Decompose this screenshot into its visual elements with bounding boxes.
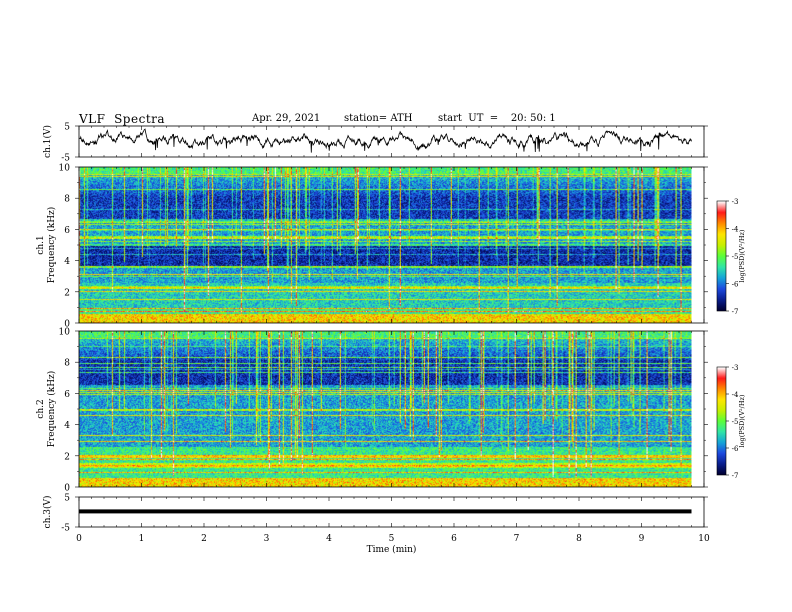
y-axis-label-line: ch.1: [36, 235, 46, 254]
colorbar-tick-label: -5: [732, 418, 739, 426]
y-tick-label: -5: [61, 154, 70, 164]
panel-ch3-waveform: 5 -5 ch.3(V): [42, 494, 708, 534]
colorbar-tick-label: -6: [732, 445, 739, 453]
colorbar-label: log(PSD)(V²/Hz): [738, 229, 746, 282]
y-tick-label: 5: [64, 123, 70, 133]
x-tick-label: 6: [451, 534, 457, 544]
y-tick-label: 6: [64, 390, 70, 400]
recording-date: Apr. 29, 2021: [252, 113, 321, 124]
x-tick-label: 2: [201, 534, 207, 544]
y-tick-label: -5: [61, 524, 70, 534]
y-tick-label: 2: [64, 288, 70, 298]
x-axis-label: Time (min): [367, 544, 417, 555]
y-axis-label-line: ch.2: [36, 399, 46, 418]
y-axis-label: ch.1 Frequency (kHz): [36, 207, 57, 284]
ch3-waveform-line: [79, 509, 692, 514]
ch2-spectrogram-colorbar: -3 -4 -5 -6 -7 log(PSD)(V²/Hz): [716, 364, 746, 480]
colorbar-label: log(PSD)(V²/Hz): [738, 394, 746, 447]
ch2-spectrogram-image: [79, 331, 692, 487]
x-tick-label: 8: [576, 534, 582, 544]
y-tick-label: 4: [64, 421, 70, 431]
y-axis-label: ch.2 Frequency (kHz): [36, 371, 57, 448]
y-tick-label: 5: [64, 494, 70, 504]
colorbar-tick-label: -3: [732, 364, 739, 372]
x-tick-label: 0: [76, 534, 82, 544]
x-tick-label: 9: [639, 534, 645, 544]
x-tick-label: 3: [264, 534, 270, 544]
x-tick-label: 1: [139, 534, 145, 544]
x-tick-label: 7: [514, 534, 520, 544]
y-tick-label: 0: [64, 320, 70, 330]
panel-ch1-waveform: 5 -5 ch.1(V): [42, 123, 708, 164]
ch1-waveform-line: [78, 128, 692, 153]
colorbar-tick-label: -7: [732, 472, 739, 480]
panel-ch1-spectrogram: 0 2 4 6 8 10 ch.1 Frequency (kHz): [36, 164, 708, 330]
y-tick-label: 4: [64, 257, 70, 267]
panel-frame: [78, 125, 705, 158]
figure-title: VLF Spectra: [79, 112, 166, 126]
y-tick-label: 10: [59, 328, 71, 338]
start-time-label: start UT = 20: 50: 1: [438, 113, 556, 124]
y-tick-label: 6: [64, 226, 70, 236]
y-axis-label-line: ch.3(V): [42, 496, 53, 529]
y-axis-label: ch.3(V): [42, 496, 53, 529]
colorbar-tick-label: -4: [732, 391, 739, 399]
colorbar-tick-label: -7: [732, 308, 739, 316]
station-label: station= ATH: [344, 113, 413, 124]
y-tick-label: 10: [59, 164, 71, 174]
ch1-spectrogram-image: [79, 167, 692, 323]
colorbar-tick-label: -5: [732, 253, 739, 261]
y-axis-label: ch.1(V): [42, 125, 53, 158]
colorbar-tick-label: -6: [732, 281, 739, 289]
colorbar-tick-label: -3: [732, 198, 739, 206]
y-tick-label: 0: [64, 484, 70, 494]
panel-ch2-spectrogram: 0 2 4 6 8 10 ch.2 Frequency (kHz): [36, 328, 708, 494]
y-axis-label-line: ch.1(V): [42, 125, 53, 158]
y-axis-label-line: Frequency (kHz): [46, 371, 57, 448]
x-tick-label: 5: [389, 534, 395, 544]
x-tick-label: 10: [698, 534, 710, 544]
ch2-spectrogram-colorbar-gradient: [717, 367, 726, 475]
ch1-spectrogram-colorbar-gradient: [717, 201, 726, 311]
x-tick-label: 4: [326, 534, 332, 544]
y-axis-label-line: Frequency (kHz): [46, 207, 57, 284]
y-tick-label: 2: [64, 452, 70, 462]
y-tick-label: 8: [64, 195, 70, 205]
y-tick-label: 8: [64, 359, 70, 369]
ch1-spectrogram-colorbar: -3 -4 -5 -6 -7 log(PSD)(V²/Hz): [716, 198, 746, 316]
colorbar-tick-label: -4: [732, 226, 739, 234]
